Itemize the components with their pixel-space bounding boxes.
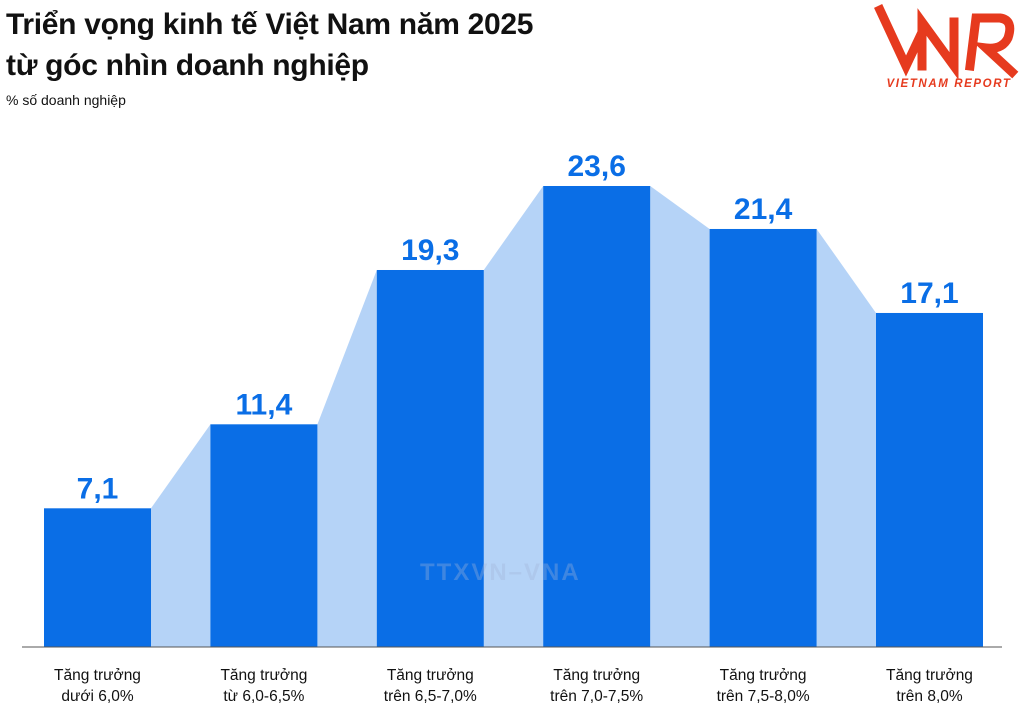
category-label-5-line-2: trên 7,5-8,0% <box>717 688 810 705</box>
vnr-logo-icon <box>874 4 1019 80</box>
value-label-3: 19,3 <box>401 234 459 267</box>
chart-title-line-2: từ góc nhìn doanh nghiệp <box>6 49 369 82</box>
category-label-3-line-1: Tăng trưởng <box>387 667 474 684</box>
value-labels: 7,1 11,4 19,3 23,6 21,4 17,1 <box>77 150 959 505</box>
category-label-3-line-2: trên 6,5-7,0% <box>384 688 477 705</box>
bar-2 <box>210 424 318 647</box>
value-label-4: 23,6 <box>568 150 626 183</box>
category-label-1-line-1: Tăng trưởng <box>54 667 141 684</box>
category-label-2-line-2: từ 6,0-6,5% <box>223 688 304 705</box>
bar-4 <box>543 186 651 647</box>
category-label-5-line-1: Tăng trưởng <box>720 667 807 684</box>
category-label-1-line-2: dưới 6,0% <box>61 688 133 705</box>
value-label-5: 21,4 <box>734 193 793 226</box>
category-labels: Tăng trưởng dưới 6,0% Tăng trưởng từ 6,0-6,… <box>54 667 973 705</box>
category-label-6-line-1: Tăng trưởng <box>886 667 973 684</box>
connector-area-3 <box>483 186 544 647</box>
value-label-1: 7,1 <box>77 472 119 505</box>
bars <box>44 186 983 647</box>
bar-6 <box>876 312 983 647</box>
category-label-2-line-1: Tăng trưởng <box>220 667 307 684</box>
chart-title-line-1: Triển vọng kinh tế Việt Nam năm 2025 <box>6 8 534 41</box>
connector-area-1 <box>151 424 211 647</box>
bar-1 <box>44 508 151 647</box>
value-label-2: 11,4 <box>236 388 293 421</box>
value-label-6: 17,1 <box>900 277 958 310</box>
connector-area-4 <box>650 186 710 647</box>
bar-3 <box>376 269 484 647</box>
category-label-4-line-2: trên 7,0-7,5% <box>550 688 643 705</box>
unit-label: % số doanh nghiệp <box>6 92 126 108</box>
bar-5 <box>709 228 817 647</box>
chart-title: Triển vọng kinh tế Việt Nam năm 2025 từ … <box>6 4 766 86</box>
connector-area-2 <box>317 269 377 647</box>
category-label-4-line-1: Tăng trưởng <box>553 667 640 684</box>
watermark: TTXVN–VNA <box>420 559 581 586</box>
connector-areas <box>151 186 876 647</box>
connector-area-5 <box>816 228 876 647</box>
category-label-6-line-2: trên 8,0% <box>896 688 963 705</box>
logo-tagline: VIETNAM REPORT <box>886 78 1012 90</box>
